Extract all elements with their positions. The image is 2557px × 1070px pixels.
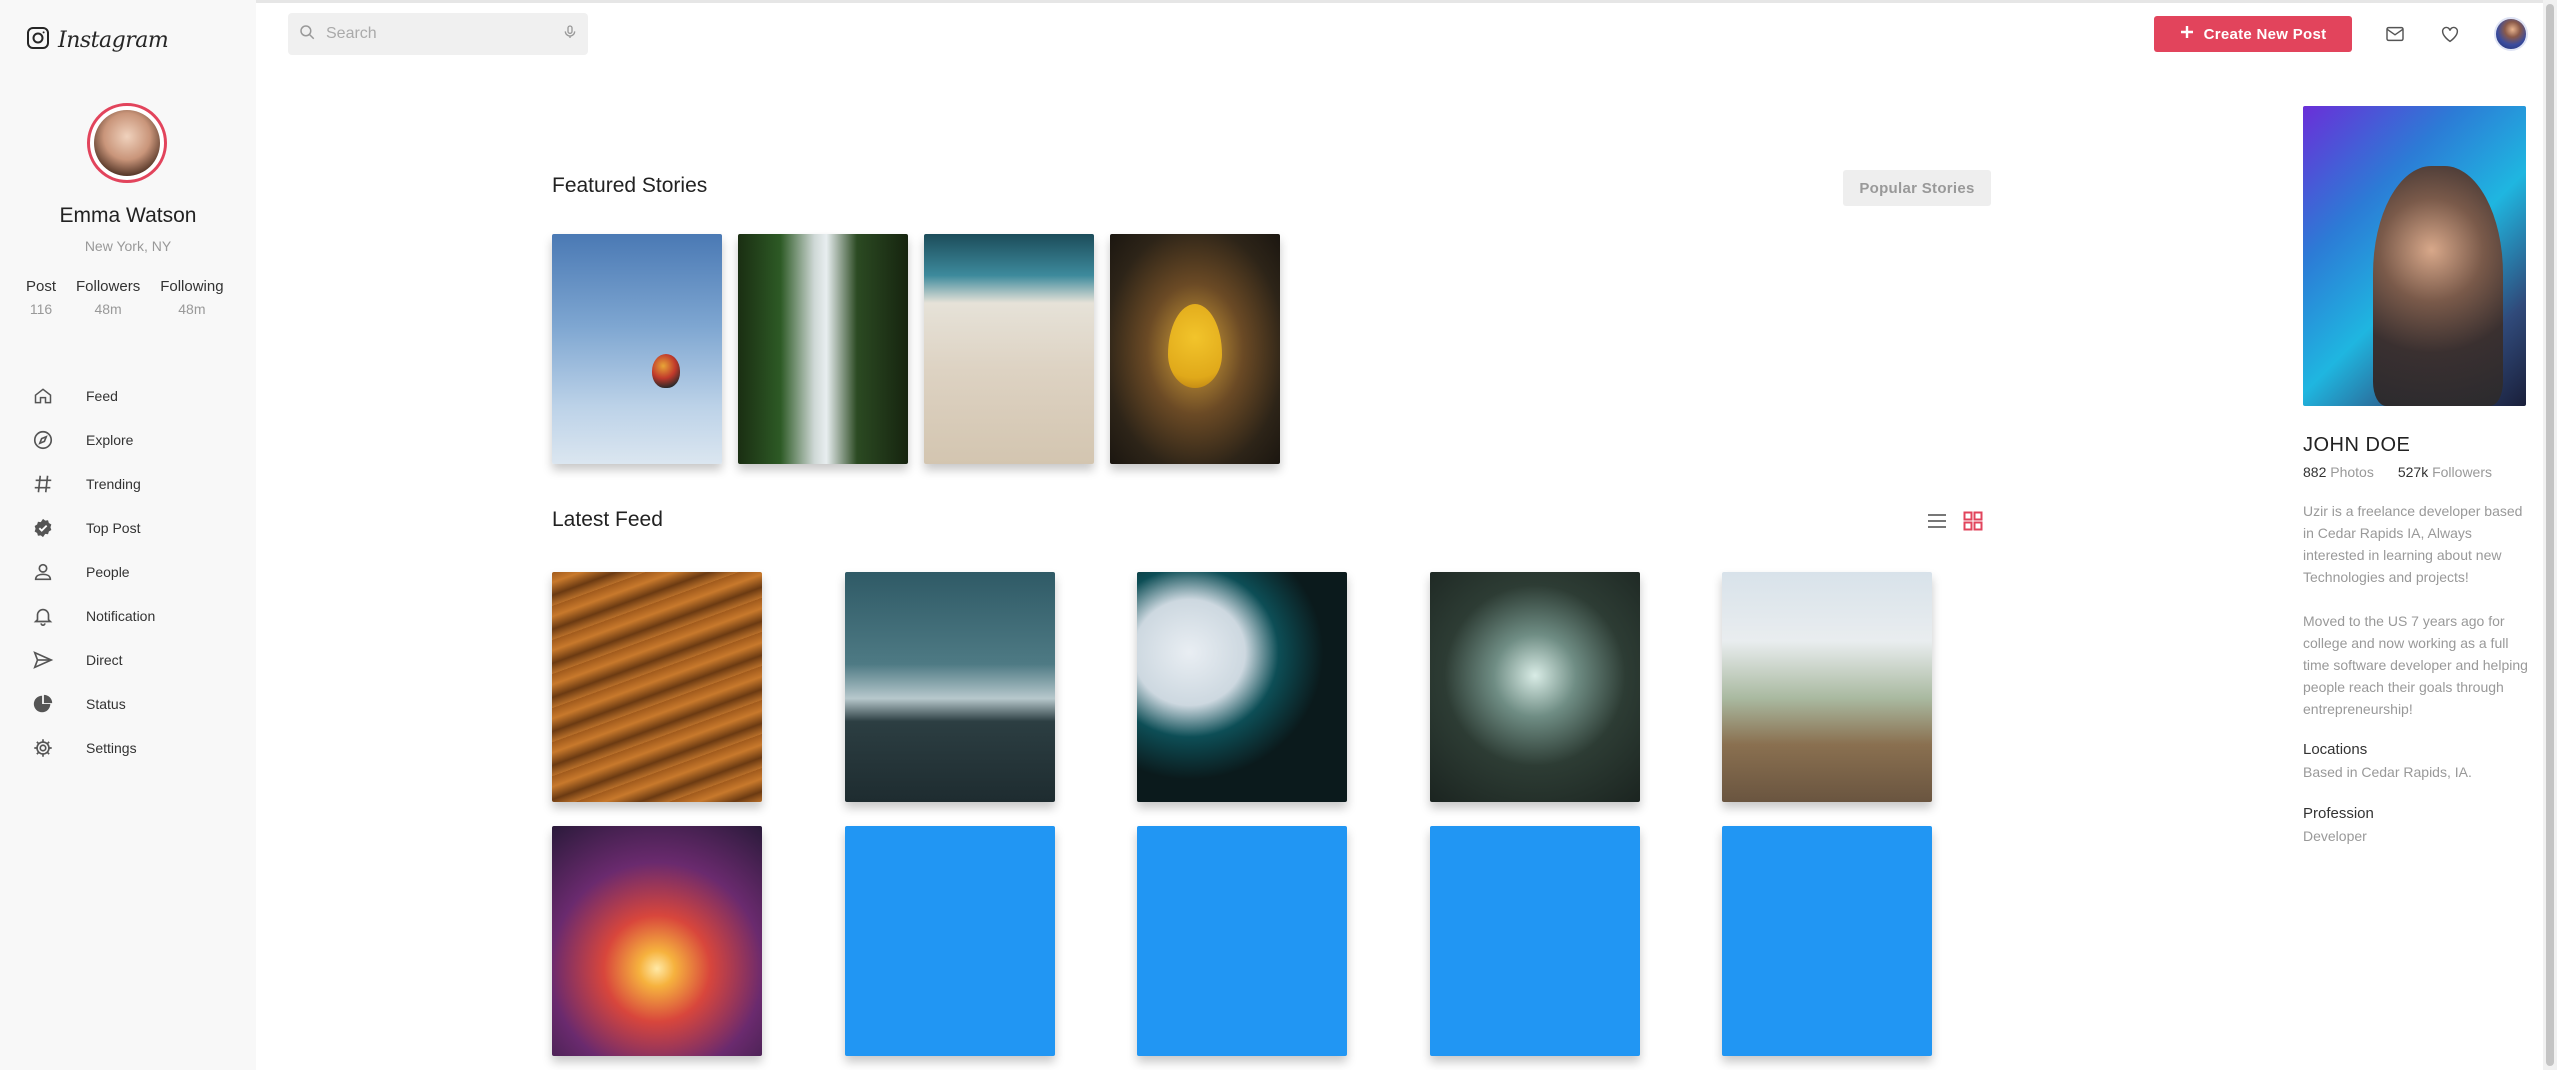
- sidebar-item-notification[interactable]: Notification: [30, 594, 155, 638]
- profession-heading: Profession: [2303, 805, 2374, 822]
- feed-post[interactable]: [1137, 572, 1347, 802]
- sidebar-item-label: Settings: [86, 740, 137, 756]
- stat-value: 48m: [178, 301, 206, 317]
- profile-figure: [2373, 166, 2503, 406]
- hot-air-balloon: [652, 354, 680, 388]
- sidebar-item-feed[interactable]: Feed: [30, 374, 155, 418]
- featured-stories-title: Featured Stories: [552, 174, 708, 197]
- followers-count-value: 527k: [2397, 464, 2429, 480]
- gear-icon: [30, 735, 56, 761]
- create-button-label: Create New Post: [2203, 25, 2327, 43]
- stat-label: Post: [26, 278, 57, 295]
- sidebar-item-label: Explore: [86, 432, 134, 448]
- sidebar-item-label: Trending: [86, 476, 141, 492]
- hashtag-icon: [30, 471, 56, 497]
- scrollbar-thumb[interactable]: [2546, 4, 2554, 1066]
- stat-following[interactable]: Following 48m: [160, 278, 223, 317]
- feed-post-placeholder[interactable]: [1722, 826, 1932, 1056]
- story-card[interactable]: [1110, 234, 1280, 464]
- stat-value: 48m: [94, 301, 122, 317]
- sidebar-item-label: Status: [86, 696, 126, 712]
- home-icon: [30, 383, 56, 409]
- search-input[interactable]: [326, 25, 562, 43]
- person-icon: [30, 559, 56, 585]
- profile-bio-1: Uzir is a freelance developer based in C…: [2303, 503, 2523, 585]
- feed-post[interactable]: [1430, 572, 1640, 802]
- compass-icon: [30, 427, 56, 453]
- stat-posts[interactable]: Post 116: [26, 278, 56, 317]
- sidebar-nav: Feed Explore Trending Top Post People No…: [30, 374, 155, 770]
- create-new-post-button[interactable]: Create New Post: [2154, 16, 2352, 52]
- feed-post-placeholder[interactable]: [845, 826, 1055, 1056]
- top-border: [0, 0, 2557, 3]
- stat-followers[interactable]: Followers 48m: [76, 278, 140, 317]
- stat-label: Following: [160, 278, 224, 295]
- search-bar: [288, 13, 588, 55]
- user-avatar[interactable]: [87, 103, 167, 183]
- sidebar: Instagram Emma Watson New York, NY Post …: [0, 0, 256, 1070]
- feed-post[interactable]: [845, 572, 1055, 802]
- logo-text: Instagram: [58, 28, 169, 53]
- followers-count[interactable]: 527k Followers: [2398, 464, 2492, 480]
- followers-count-label: Followers: [2432, 464, 2492, 480]
- search-icon: [298, 23, 316, 46]
- popular-stories-button[interactable]: Popular Stories: [1843, 170, 1991, 206]
- feed-post[interactable]: [1722, 572, 1932, 802]
- profession-text: Developer: [2303, 828, 2367, 844]
- yellow-leaf: [1168, 304, 1222, 388]
- feed-post[interactable]: [552, 826, 762, 1056]
- feed-post[interactable]: [552, 572, 762, 802]
- grid-view-icon[interactable]: [1962, 510, 1984, 532]
- sidebar-item-settings[interactable]: Settings: [30, 726, 155, 770]
- profile-name: JOHN DOE: [2303, 434, 2411, 456]
- profile-photo[interactable]: [2303, 106, 2526, 406]
- sidebar-item-trending[interactable]: Trending: [30, 462, 155, 506]
- avatar-image: [94, 110, 160, 176]
- photos-count-label: Photos: [2330, 464, 2374, 480]
- instagram-icon: [26, 26, 50, 55]
- mail-icon[interactable]: [2381, 20, 2409, 48]
- app-logo[interactable]: Instagram: [26, 26, 169, 55]
- sidebar-item-label: Feed: [86, 388, 118, 404]
- stat-value: 116: [29, 301, 53, 317]
- story-card[interactable]: [738, 234, 908, 464]
- sidebar-item-label: People: [86, 564, 130, 580]
- header-avatar[interactable]: [2494, 17, 2528, 51]
- sidebar-item-explore[interactable]: Explore: [30, 418, 155, 462]
- feed-post-placeholder[interactable]: [1137, 826, 1347, 1056]
- sidebar-item-people[interactable]: People: [30, 550, 155, 594]
- story-card[interactable]: [552, 234, 722, 464]
- sidebar-item-top-post[interactable]: Top Post: [30, 506, 155, 550]
- latest-feed-title: Latest Feed: [552, 508, 663, 531]
- user-name: Emma Watson: [59, 204, 197, 227]
- stat-label: Followers: [76, 278, 141, 295]
- sidebar-item-status[interactable]: Status: [30, 682, 155, 726]
- photos-count-value: 882: [2303, 464, 2327, 480]
- location-heading: Locations: [2303, 741, 2368, 758]
- sidebar-item-label: Top Post: [86, 520, 141, 536]
- list-view-icon[interactable]: [1926, 510, 1948, 532]
- feed-post-placeholder[interactable]: [1430, 826, 1640, 1056]
- heart-icon[interactable]: [2436, 20, 2464, 48]
- send-icon: [30, 647, 56, 673]
- plus-icon: [2180, 25, 2194, 43]
- microphone-icon[interactable]: [562, 23, 578, 46]
- sidebar-item-direct[interactable]: Direct: [30, 638, 155, 682]
- sidebar-item-label: Notification: [86, 608, 156, 624]
- photos-count[interactable]: 882 Photos: [2303, 464, 2374, 480]
- profile-bio-2: Moved to the US 7 years ago for college …: [2303, 613, 2528, 717]
- verified-badge-icon: [30, 515, 56, 541]
- story-card[interactable]: [924, 234, 1094, 464]
- user-location: New York, NY: [84, 238, 172, 254]
- bell-icon: [30, 603, 56, 629]
- user-stats: Post 116 Followers 48m Following 48m: [26, 278, 244, 317]
- sidebar-item-label: Direct: [86, 652, 123, 668]
- pie-chart-icon: [30, 691, 56, 717]
- profile-counts: 882 Photos 527k Followers: [2303, 464, 2492, 480]
- location-text: Based in Cedar Rapids, IA.: [2303, 764, 2472, 780]
